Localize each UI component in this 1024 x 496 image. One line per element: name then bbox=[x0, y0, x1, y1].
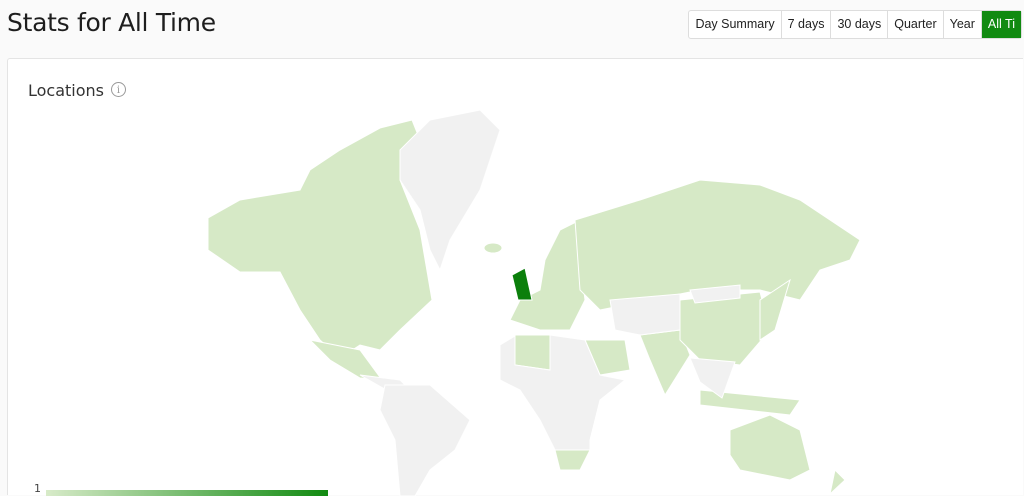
country-algeria[interactable] bbox=[514, 334, 551, 371]
date-range-selector: Day Summary 7 days 30 days Quarter Year … bbox=[688, 10, 1022, 39]
region-south-america[interactable] bbox=[379, 384, 471, 496]
card-title: Locations bbox=[28, 81, 105, 100]
info-circle-icon[interactable]: i bbox=[111, 82, 126, 97]
legend-min-label: 1 bbox=[34, 482, 41, 495]
range-day-summary-button[interactable]: Day Summary bbox=[689, 11, 782, 38]
country-china[interactable] bbox=[679, 291, 771, 366]
country-japan[interactable] bbox=[759, 278, 791, 341]
range-30-days-button[interactable]: 30 days bbox=[831, 11, 889, 38]
range-year-button[interactable]: Year bbox=[944, 11, 982, 38]
region-southeast-asia[interactable] bbox=[689, 357, 736, 399]
legend-color-scale bbox=[46, 490, 328, 496]
country-united-kingdom[interactable] bbox=[511, 267, 533, 301]
range-7-days-button[interactable]: 7 days bbox=[782, 11, 832, 38]
country-australia[interactable] bbox=[729, 414, 811, 481]
region-central-asia[interactable] bbox=[609, 293, 681, 336]
country-greenland[interactable] bbox=[399, 109, 501, 272]
region-africa[interactable] bbox=[499, 334, 627, 451]
country-iceland[interactable] bbox=[483, 242, 503, 254]
country-mongolia[interactable] bbox=[689, 284, 741, 304]
country-new-zealand[interactable] bbox=[829, 468, 846, 496]
country-south-africa[interactable] bbox=[554, 449, 591, 471]
range-quarter-button[interactable]: Quarter bbox=[888, 11, 944, 38]
page-title: Stats for All Time bbox=[7, 8, 216, 37]
country-canada-usa[interactable] bbox=[207, 119, 433, 359]
range-all-time-button[interactable]: All Ti bbox=[981, 11, 1021, 38]
country-indonesia[interactable] bbox=[699, 389, 801, 416]
